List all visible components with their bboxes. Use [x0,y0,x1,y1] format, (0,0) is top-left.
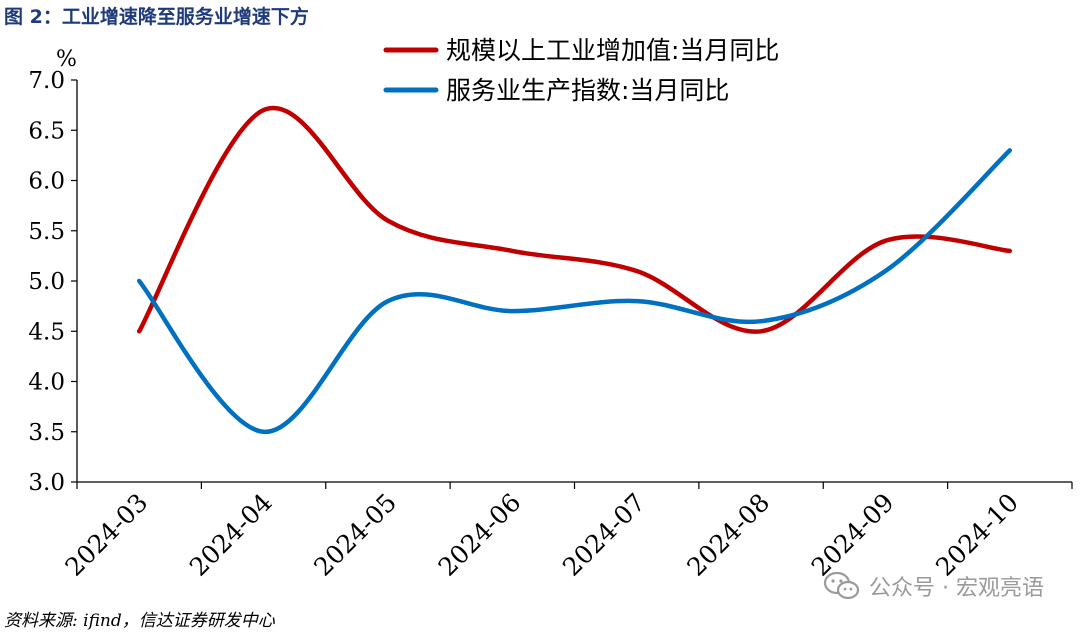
legend-label: 服务业生产指数:当月同比 [446,76,729,105]
y-tick-label: 5.0 [28,269,65,295]
chart-series [136,105,1013,435]
y-tick-labels: 3.0 3.5 4.0 4.5 5.0 5.5 6.0 6.5 7.0 [28,68,65,496]
watermark: 公众号 · 宏观亮语 [823,570,1044,602]
x-tick-label: 2024-09 [806,488,900,582]
y-tick-label: 3.0 [28,470,65,496]
series-line-1 [136,105,1013,334]
figure-title: 图 2：工业增速降至服务业增速下方 [4,6,309,28]
x-tick-label: 2024-06 [433,488,527,582]
source-note: 资料来源: ifind，信达证券研发中心 [4,611,275,631]
y-axis-unit: % [56,47,77,72]
x-tick-label: 2024-04 [184,488,278,582]
x-tick-label: 2024-08 [681,488,775,582]
legend-label: 规模以上工业增加值:当月同比 [446,36,779,65]
y-tick-label: 7.0 [28,68,65,94]
y-tick-label: 3.5 [28,420,65,446]
y-tick-label: 4.0 [28,370,65,396]
x-tick-label: 2024-07 [557,488,651,582]
series-line-2 [136,148,1013,435]
y-tick-label: 4.5 [28,319,65,345]
chart-axes [71,79,1073,489]
y-tick-label: 6.0 [28,169,65,195]
x-tick-labels: 2024-03 2024-04 2024-05 2024-06 2024-07 2024-… [59,488,1024,582]
y-tick-label: 5.5 [28,219,65,245]
wechat-icon [823,571,860,600]
watermark-text: 公众号 · 宏观亮语 [869,576,1044,601]
x-tick-label: 2024-05 [308,488,402,582]
y-tick-label: 6.5 [28,118,65,144]
x-tick-label: 2024-10 [930,488,1024,582]
x-tick-label: 2024-03 [59,488,153,582]
